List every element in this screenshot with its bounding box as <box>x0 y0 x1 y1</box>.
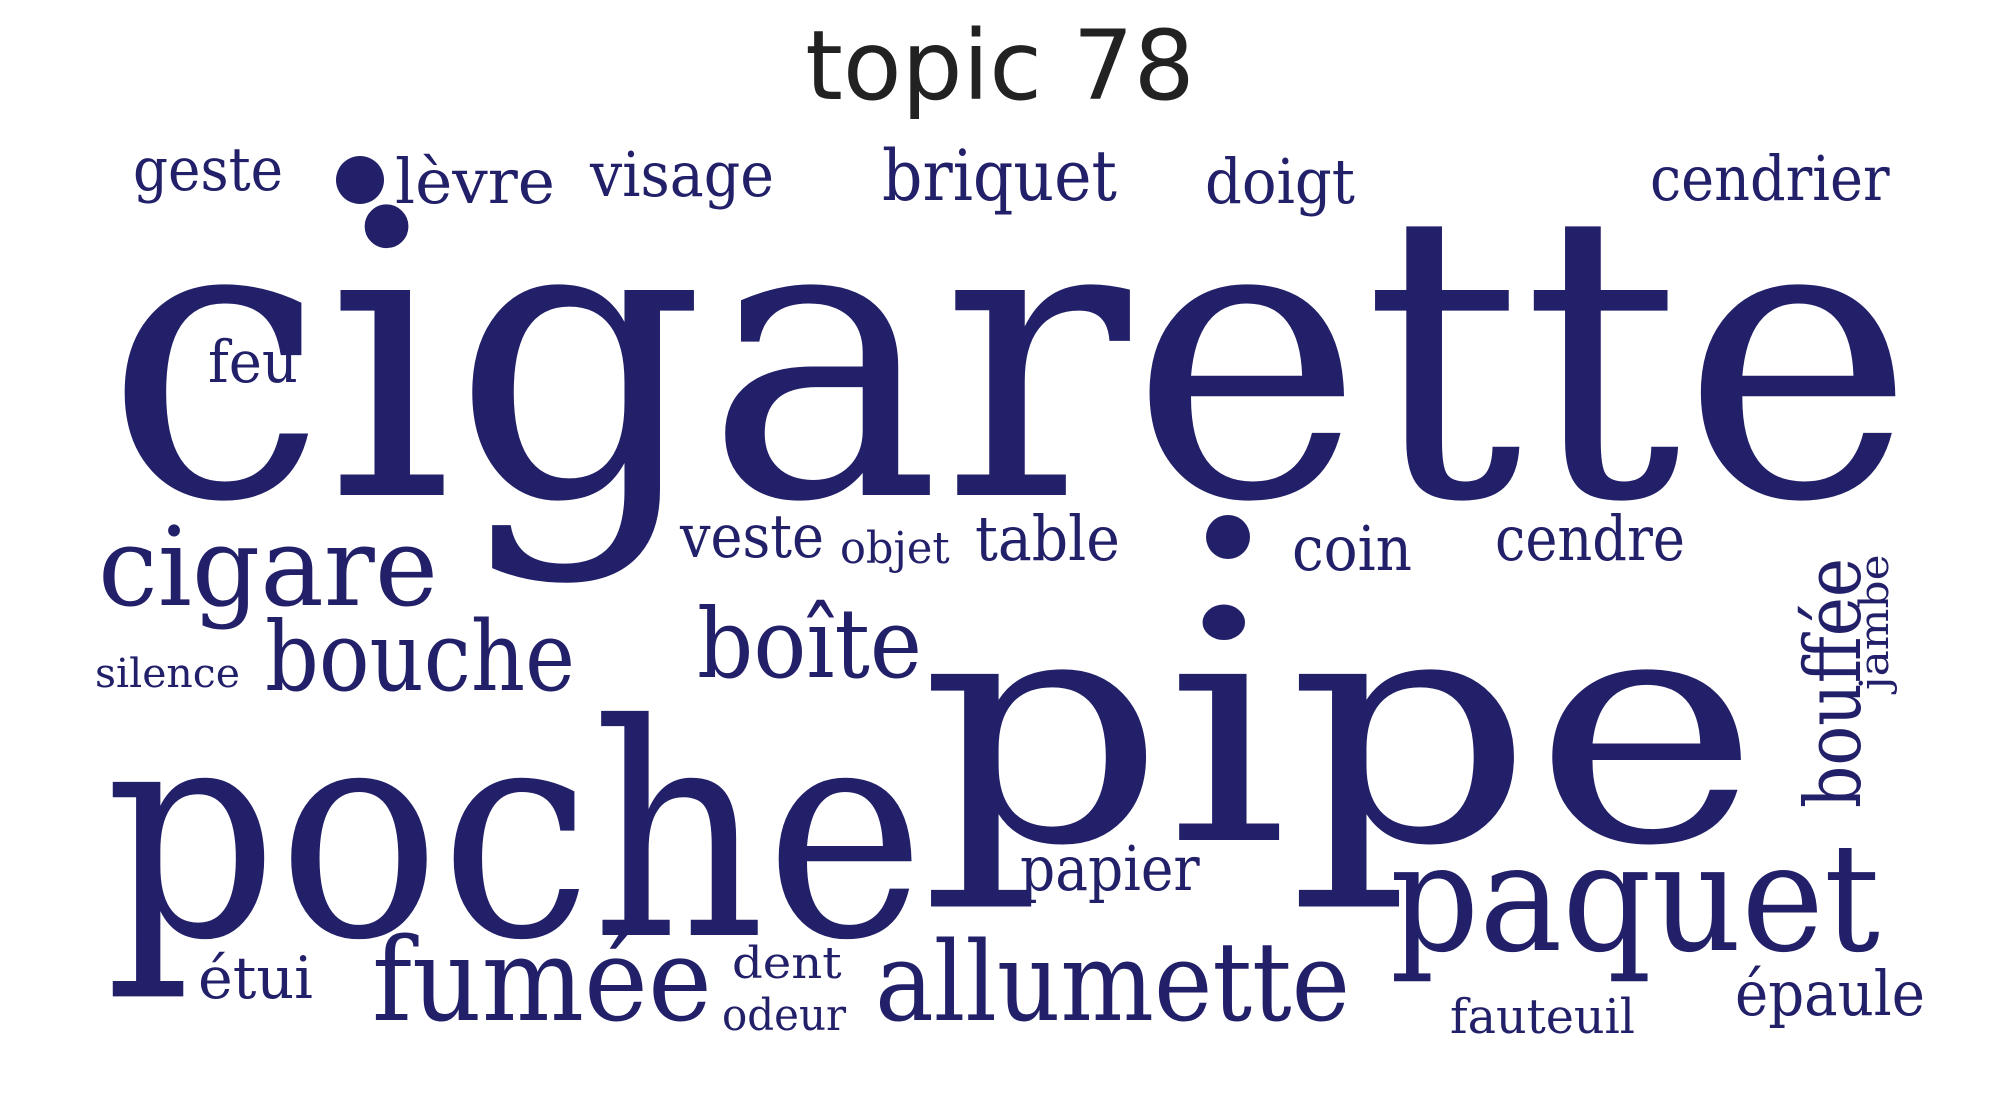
decorative-dot-1 <box>336 156 384 204</box>
cloud-word-24: étui <box>198 944 313 1012</box>
cloud-word-14: épaule <box>1735 957 1925 1029</box>
decorative-dot-2 <box>1206 515 1250 559</box>
cloud-word-28: objet <box>840 524 950 575</box>
cloud-word-8: bouche <box>265 602 575 714</box>
cloud-word-3: poche <box>105 662 925 1005</box>
cloud-word-20: coin <box>1292 512 1412 584</box>
cloud-word-9: boîte <box>697 588 922 700</box>
cloud-word-1: cigarette <box>105 129 1915 589</box>
cloud-word-12: cendrier <box>1650 142 1890 215</box>
cloud-word-25: fauteuil <box>1450 990 1635 1045</box>
cloud-word-21: geste <box>133 135 283 205</box>
cloud-word-19: doigt <box>1205 146 1355 219</box>
cloud-word-22: veste <box>679 502 824 571</box>
cloud-word-5: cigare <box>98 502 438 631</box>
cloud-word-16: cendre <box>1495 503 1685 575</box>
cloud-word-17: lèvre <box>395 145 555 218</box>
cloud-word-10: bouffée <box>1789 558 1880 808</box>
cloud-word-15: visage <box>589 140 774 212</box>
cloud-word-6: fumée <box>372 914 712 1048</box>
cloud-word-26: dent <box>732 937 842 989</box>
cloud-word-29: silence <box>95 649 240 696</box>
cloud-word-4: paquet <box>1390 812 1880 986</box>
cloud-word-2: pipe <box>920 544 1760 917</box>
cloud-word-30: jambe <box>1851 554 1898 695</box>
cloud-word-11: briquet <box>882 135 1117 217</box>
cloud-word-27: odeur <box>722 990 846 1041</box>
cloud-word-23: feu <box>208 329 298 396</box>
cloud-word-18: table <box>975 504 1120 576</box>
cloud-word-7: allumette <box>875 918 1350 1046</box>
page-title: topic 78 <box>805 10 1195 122</box>
cloud-word-13: papier <box>1020 833 1201 905</box>
